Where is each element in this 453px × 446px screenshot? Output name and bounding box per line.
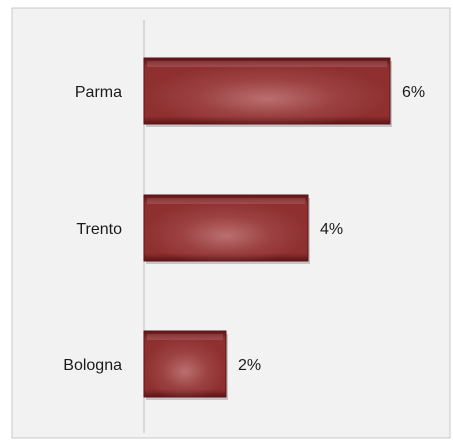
category-label-parma: Parma	[75, 84, 122, 101]
bar-group-trento: Trento 4%	[76, 194, 343, 264]
value-label-parma: 6%	[402, 84, 425, 101]
category-label-trento: Trento	[76, 221, 122, 238]
bar-glow	[144, 195, 308, 261]
category-label-bologna: Bologna	[63, 357, 122, 374]
value-label-bologna: 2%	[238, 357, 261, 374]
bar-glow	[144, 331, 226, 397]
bar-group-parma: Parma 6%	[75, 57, 425, 127]
bar-glow	[144, 58, 390, 124]
bars-layer: Parma 6% Trento 4% Bologna 2%	[63, 57, 425, 400]
value-label-trento: 4%	[320, 221, 343, 238]
bar-group-bologna: Bologna 2%	[63, 330, 261, 400]
